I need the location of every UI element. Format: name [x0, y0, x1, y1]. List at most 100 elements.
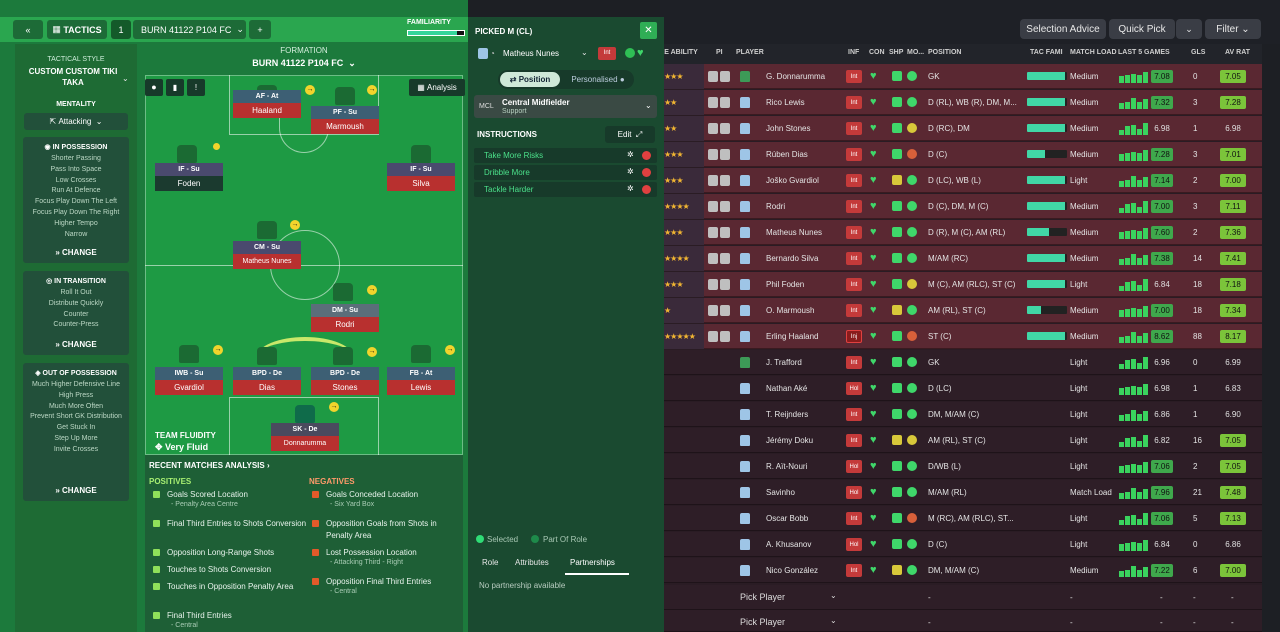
mentality-select[interactable]: ⇱ Attacking ⌄ [24, 113, 128, 130]
table-row[interactable]: Savinho Hol ♥ M/AM (RL) Match Load 7.96 21 7.48 [660, 480, 1262, 505]
chevron-down-icon[interactable]: ⌄ [122, 74, 129, 83]
player-card-if-right[interactable]: IF - Su Silva [387, 163, 455, 197]
in-possession-change-button[interactable]: » CHANGE [55, 248, 97, 257]
player-name[interactable]: R. Aït-Nouri [766, 462, 808, 471]
tactics-tab[interactable]: ▦ TACTICS [47, 20, 107, 39]
tactic-selector[interactable]: BURN 41122 P104 FC ⌄ [133, 20, 246, 39]
player-name[interactable]: A. Khusanov [766, 540, 812, 549]
out-of-possession-change-button[interactable]: » CHANGE [55, 486, 97, 495]
player-shirt[interactable] [411, 345, 431, 363]
header-last5[interactable]: LAST 5 GAMES [1118, 49, 1170, 56]
header-av-rat[interactable]: AV RAT [1225, 49, 1251, 56]
personal-info-icons[interactable] [708, 149, 730, 160]
person-icon[interactable]: ● [145, 79, 163, 96]
player-shirt[interactable] [411, 145, 431, 163]
player-card-af[interactable]: AF - At Haaland [233, 90, 301, 124]
instruction-row[interactable]: Take More Risks ✲ [474, 148, 657, 163]
positive-item[interactable]: Opposition Long-Range Shots [167, 548, 275, 557]
add-tactic-button[interactable]: + [249, 20, 271, 39]
table-row[interactable]: ★★★ G. Donnarumma Int ♥ GK Medium 7.08 0 7.05 [660, 64, 1262, 89]
personal-info-icons[interactable] [708, 71, 730, 82]
picked-player-name[interactable]: Matheus Nunes [503, 49, 560, 58]
chevron-down-icon[interactable]: ⌄ [581, 48, 588, 57]
positive-item[interactable]: Final Third Entries [167, 611, 232, 620]
close-icon[interactable]: ✕ [640, 22, 657, 39]
position-tab[interactable]: ⇄ Position [500, 72, 560, 87]
player-shirt[interactable] [257, 221, 277, 239]
header-ability[interactable]: LE ABILITY [660, 49, 698, 56]
header-con[interactable]: CON [869, 49, 885, 56]
back-icon[interactable]: « [13, 20, 43, 39]
role-selector[interactable]: MCL Central Midfielder Support ⌄ [474, 95, 657, 118]
personal-info-icons[interactable] [708, 253, 730, 264]
table-row[interactable]: ★★★ Joško Gvardiol Int ♥ D (LC), WB (L) Light… [660, 168, 1262, 193]
player-shirt[interactable] [179, 345, 199, 363]
personalised-tab[interactable]: Personalised ● [571, 75, 625, 84]
in-transition-change-button[interactable]: » CHANGE [55, 340, 97, 349]
edit-button[interactable]: Edit ⤢ [605, 126, 655, 143]
table-row[interactable]: R. Aït-Nouri Hol ♥ D/WB (L) Light 7.06 2 7.05 [660, 454, 1262, 479]
player-card-dm[interactable]: DM - Su Rodri [311, 304, 379, 338]
chevron-down-icon[interactable]: ⌄ [830, 591, 837, 600]
player-name[interactable]: Joško Gvardiol [766, 176, 819, 185]
personal-info-icons[interactable] [708, 201, 730, 212]
positive-item[interactable]: Touches to Shots Conversion [167, 565, 272, 574]
header-inf[interactable]: INF [848, 49, 860, 56]
personal-info-icons[interactable] [708, 331, 730, 342]
gear-icon[interactable]: ✲ [627, 184, 634, 193]
alert-icon[interactable]: ! [187, 79, 205, 96]
header-pi[interactable]: PI [716, 49, 723, 56]
table-row[interactable]: ★★★★ Rodri Int ♥ D (C), DM, M (C) Medium 7.00 3… [660, 194, 1262, 219]
table-row[interactable]: Nathan Aké Hol ♥ D (LC) Light 6.98 1 6.83 [660, 376, 1262, 401]
personal-info-icons[interactable] [708, 97, 730, 108]
personal-info-icons[interactable] [708, 123, 730, 134]
player-card-bpd-right[interactable]: BPD - De Stones [311, 367, 379, 401]
player-card-cm[interactable]: CM - Su Matheus Nunes [233, 241, 301, 275]
player-name[interactable]: Phil Foden [766, 280, 805, 289]
player-shirt[interactable] [333, 347, 353, 365]
recent-matches-title[interactable]: RECENT MATCHES ANALYSIS › [149, 461, 270, 470]
player-card-fb[interactable]: FB - At Lewis [387, 367, 455, 401]
player-name[interactable]: Jérémy Doku [766, 436, 814, 445]
player-name[interactable]: T. Reijnders [766, 410, 809, 419]
player-card-bpd-left[interactable]: BPD - De Dias [233, 367, 301, 401]
player-card-iwb[interactable]: IWB - Su Gvardiol [155, 367, 223, 401]
player-name[interactable]: G. Donnarumma [766, 72, 826, 81]
gear-icon[interactable]: ✲ [627, 150, 634, 159]
player-card-if-left[interactable]: IF - Su Foden [155, 163, 223, 197]
table-row[interactable]: ★★★ Matheus Nunes Int ♥ D (R), M (C), AM (RL… [660, 220, 1262, 245]
player-shirt[interactable] [335, 87, 355, 105]
formation-selector[interactable]: BURN 41122 P104 FC ⌄ [145, 58, 463, 69]
selection-advice-button[interactable]: Selection Advice [1020, 19, 1106, 39]
style-name[interactable]: CUSTOM CUSTOM TIKI TAKA [28, 67, 118, 87]
header-shp[interactable]: SHP [889, 49, 904, 56]
table-row[interactable]: Jérémy Doku Int ♥ AM (RL), ST (C) Light 6.82 1… [660, 428, 1262, 453]
player-name[interactable]: Rico Lewis [766, 98, 805, 107]
table-row[interactable]: J. Trafford Int ♥ GK Light 6.96 0 6.99 [660, 350, 1262, 375]
table-row[interactable]: A. Khusanov Hol ♥ D (C) Light 6.84 0 6.86 [660, 532, 1262, 557]
player-name[interactable]: Erling Haaland [766, 332, 819, 341]
personal-info-icons[interactable] [708, 279, 730, 290]
gear-icon[interactable]: ✲ [627, 167, 634, 176]
table-row[interactable]: ★★ Rico Lewis Int ♥ D (RL), WB (R), DM, M...… [660, 90, 1262, 115]
tab-partnerships[interactable]: Partnerships [570, 558, 615, 567]
table-row[interactable]: ★★★ Rúben Dias Int ♥ D (C) Medium 7.28 3 7.01 [660, 142, 1262, 167]
player-name[interactable]: Oscar Bobb [766, 514, 809, 523]
header-morale[interactable]: MO... [907, 49, 925, 56]
quick-pick-button[interactable]: Quick Pick [1109, 19, 1175, 39]
filter-button[interactable]: Filter ⌄ [1205, 19, 1261, 39]
instruction-row[interactable]: Tackle Harder ✲ [474, 182, 657, 197]
header-position[interactable]: POSITION [928, 49, 962, 56]
personal-info-icons[interactable] [708, 175, 730, 186]
tab-attributes[interactable]: Attributes [515, 558, 549, 567]
table-row[interactable]: ★★★ Phil Foden Int ♥ M (C), AM (RLC), ST (C)… [660, 272, 1262, 297]
table-row[interactable]: ★ O. Marmoush Int ♥ AM (RL), ST (C) Medium 7.0… [660, 298, 1262, 323]
player-name[interactable]: Bernardo Silva [766, 254, 819, 263]
table-row[interactable]: ★★★★ Bernardo Silva Int ♥ M/AM (RC) Medium 7.3… [660, 246, 1262, 271]
player-shirt[interactable] [333, 283, 353, 301]
negative-item[interactable]: Goals Conceded Location [326, 490, 419, 499]
header-player[interactable]: PLAYER [736, 49, 764, 56]
player-name[interactable]: Nathan Aké [766, 384, 808, 393]
tactic-slot[interactable]: 1 [111, 20, 131, 39]
positive-item[interactable]: Touches in Opposition Penalty Area [167, 582, 294, 591]
